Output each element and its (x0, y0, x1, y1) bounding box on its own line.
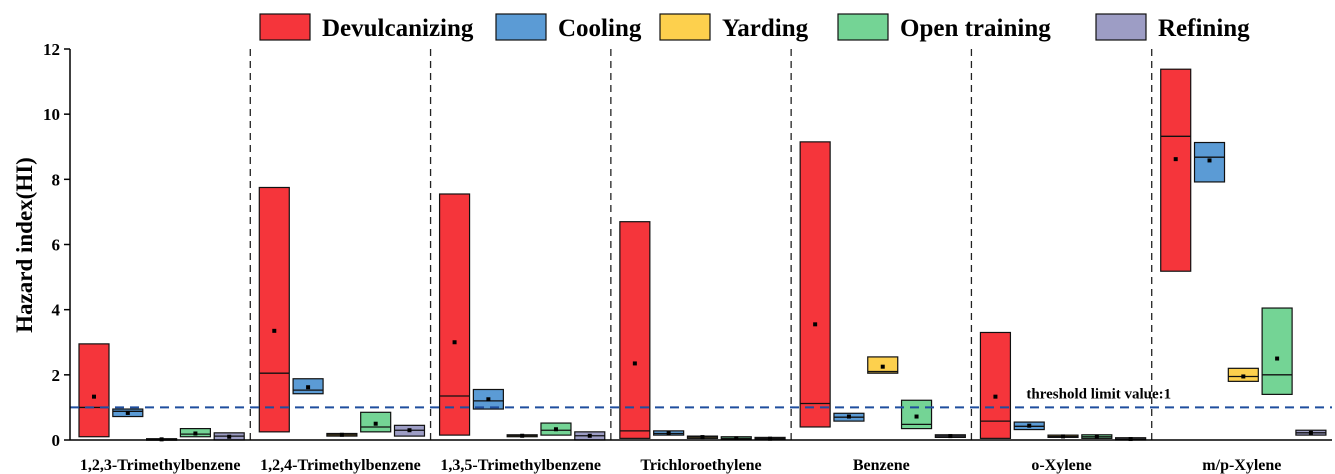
x-category-label: 1,2,4-Trimethylbenzene (260, 457, 421, 474)
legend-swatch-refining (1095, 13, 1147, 41)
x-category-label: Benzene (853, 457, 910, 474)
mean-marker (880, 364, 885, 369)
legend-swatch-open-training (837, 13, 889, 41)
mean-marker (993, 394, 998, 399)
mean-marker (227, 434, 232, 439)
mean-marker (553, 427, 558, 432)
mean-marker (1207, 158, 1212, 163)
box-devulcanizing (78, 343, 110, 438)
y-tick-label: 12 (43, 40, 60, 59)
box-devulcanizing (799, 141, 831, 428)
plot-area: threshold limit value:1 (70, 49, 1332, 442)
mean-marker (272, 328, 277, 333)
legend-label: Devulcanizing (322, 15, 474, 42)
mean-marker (1308, 430, 1313, 435)
mean-marker (914, 414, 919, 419)
x-category-label: 1,2,3-Trimethylbenzene (80, 457, 241, 474)
y-tick-label: 4 (52, 301, 61, 320)
mean-marker (666, 431, 671, 436)
legend-swatch-yarding (659, 13, 711, 41)
mean-marker (520, 433, 525, 438)
mean-marker (700, 435, 705, 440)
y-axis-title: Hazard index(HI) (12, 157, 37, 333)
legend-label: Refining (1158, 15, 1250, 42)
legend-label: Open training (900, 15, 1051, 42)
mean-marker (306, 385, 311, 390)
mean-marker (1241, 374, 1246, 379)
legend-label: Yarding (722, 15, 809, 42)
mean-marker (1173, 157, 1178, 162)
mean-marker (1275, 356, 1280, 361)
mean-marker (339, 432, 344, 437)
mean-marker (632, 361, 637, 366)
mean-marker (1027, 423, 1032, 428)
mean-marker (587, 433, 592, 438)
mean-marker (193, 431, 198, 436)
box-devulcanizing (438, 193, 471, 436)
mean-marker (1128, 437, 1133, 442)
mean-marker (486, 397, 491, 402)
mean-marker (1094, 434, 1099, 439)
legend-swatch-cooling (495, 13, 547, 41)
mean-marker (373, 421, 378, 426)
mean-marker (452, 340, 457, 345)
mean-marker (846, 414, 851, 419)
x-category-label: Trichloroethylene (640, 457, 761, 474)
box-devulcanizing (619, 221, 651, 439)
mean-marker (407, 428, 412, 433)
legend-label: Cooling (558, 15, 642, 42)
box-devulcanizing (1160, 68, 1192, 272)
box-devulcanizing (979, 331, 1012, 439)
legend-swatch-devulcanizing (259, 13, 311, 41)
mean-marker (948, 434, 953, 439)
y-tick-label: 10 (43, 105, 60, 124)
y-tick-label: 8 (52, 170, 61, 189)
mean-marker (125, 410, 130, 415)
mean-marker (1061, 434, 1066, 439)
axes: 0 2 4 6 8 10 12 1,2,3-Trimethylbenzene 1,2,4-Tri… (43, 40, 1332, 474)
y-tick-label: 2 (52, 366, 61, 385)
mean-marker (734, 436, 739, 441)
y-tick-label: 6 (52, 236, 61, 255)
x-category-label: o-Xylene (1031, 457, 1091, 474)
mean-marker (813, 322, 818, 327)
x-category-label: 1,3,5-Trimethylbenzene (440, 457, 601, 474)
box-open-training (1261, 307, 1293, 395)
x-category-label: m/p-Xylene (1202, 457, 1281, 474)
y-tick-label: 0 (52, 431, 61, 450)
threshold-label: threshold limit value:1 (1026, 386, 1171, 402)
mean-marker (92, 394, 96, 399)
mean-marker (768, 436, 773, 441)
legend: Devulcanizing Cooling Yarding Open training… (259, 13, 1250, 42)
box-devulcanizing (258, 186, 290, 433)
